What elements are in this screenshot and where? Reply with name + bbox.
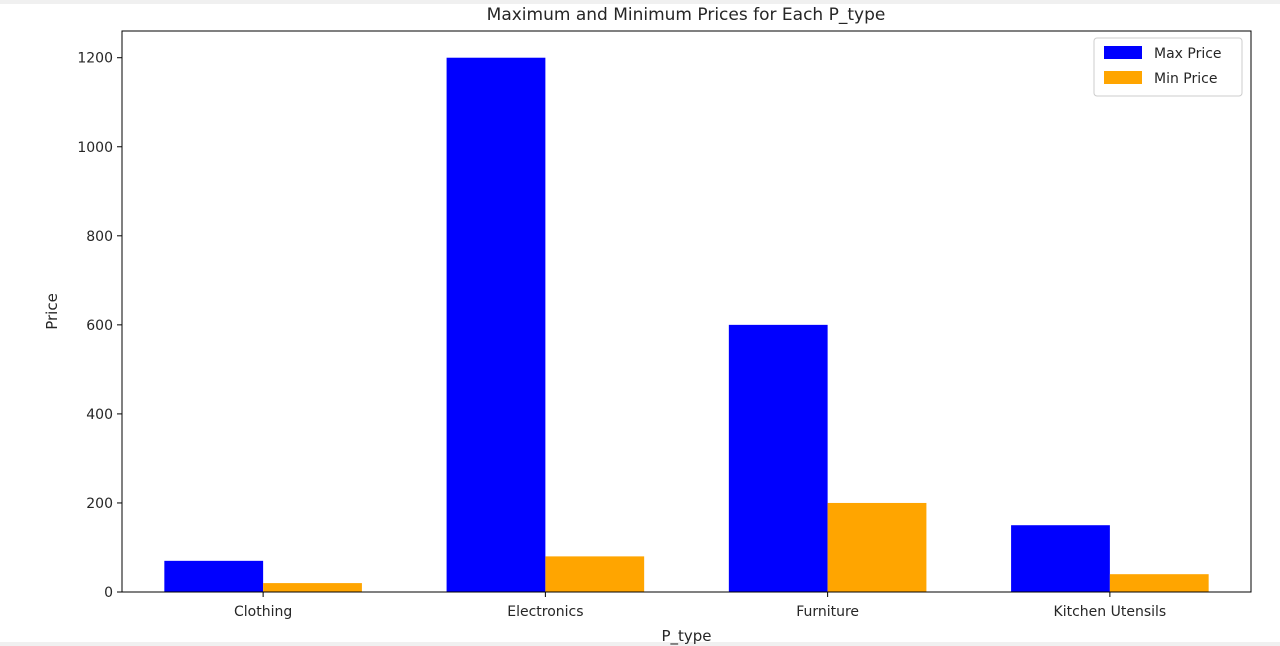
bar-min-price-clothing bbox=[263, 583, 362, 592]
y-tick-label: 600 bbox=[86, 318, 113, 334]
x-tick-label: Clothing bbox=[234, 604, 292, 620]
y-axis-ticks: 0 200 400 600 800 1000 1200 bbox=[77, 51, 122, 601]
legend-swatch-min-price bbox=[1104, 71, 1142, 84]
y-tick-label: 0 bbox=[104, 585, 113, 601]
y-tick-label: 1000 bbox=[77, 140, 113, 156]
x-tick-label: Kitchen Utensils bbox=[1054, 604, 1167, 620]
y-tick-label: 200 bbox=[86, 496, 113, 512]
legend-swatch-max-price bbox=[1104, 46, 1142, 59]
bar-min-price-furniture bbox=[827, 502, 927, 592]
y-tick-label: 400 bbox=[86, 407, 113, 423]
chart-title: Maximum and Minimum Prices for Each P_ty… bbox=[487, 5, 886, 25]
plot-frame bbox=[121, 30, 1252, 593]
bars-group bbox=[164, 57, 1209, 592]
legend-label-max-price: Max Price bbox=[1154, 46, 1222, 62]
bar-max-price-kitchen-utensils bbox=[1011, 525, 1110, 592]
top-edge-strip bbox=[0, 0, 1280, 4]
legend-label-min-price: Min Price bbox=[1154, 71, 1217, 87]
bar-max-price-furniture bbox=[728, 324, 828, 592]
x-axis-label: P_type bbox=[661, 627, 711, 646]
y-tick-label: 800 bbox=[86, 229, 113, 245]
x-tick-label: Electronics bbox=[507, 604, 583, 620]
bar-min-price-electronics bbox=[545, 556, 645, 592]
bottom-edge-strip bbox=[0, 642, 1280, 646]
bar-min-price-kitchen-utensils bbox=[1109, 574, 1209, 592]
bar-max-price-electronics bbox=[446, 57, 546, 592]
x-tick-label: Furniture bbox=[796, 604, 859, 620]
y-tick-label: 1200 bbox=[77, 51, 113, 67]
y-axis-label: Price bbox=[43, 293, 61, 330]
bar-max-price-clothing bbox=[164, 560, 264, 592]
x-axis-ticks: Clothing Electronics Furniture Kitchen Uten… bbox=[234, 592, 1166, 620]
legend: Max Price Min Price bbox=[1093, 37, 1243, 97]
